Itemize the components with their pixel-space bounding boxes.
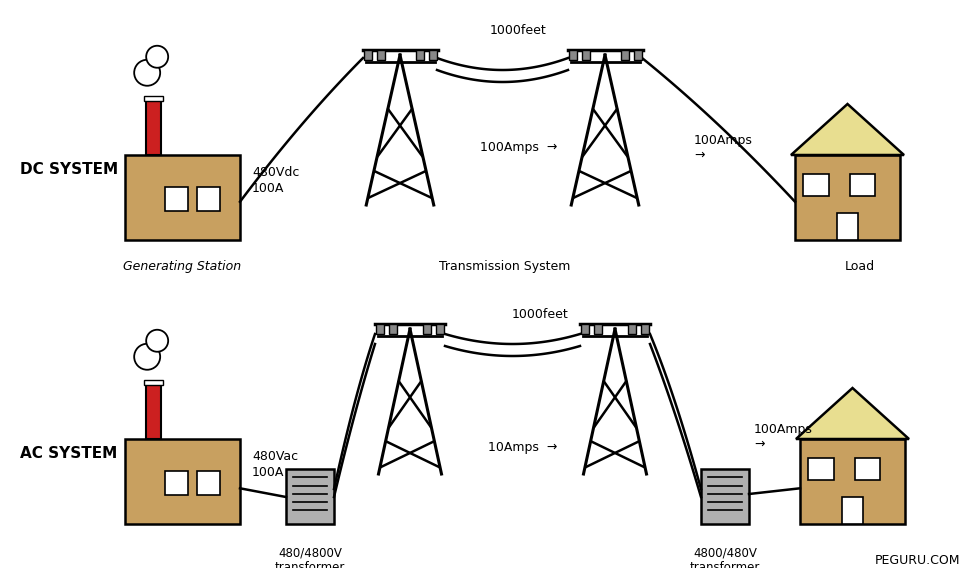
FancyBboxPatch shape xyxy=(125,439,240,524)
FancyBboxPatch shape xyxy=(423,324,431,334)
Text: Generating Station: Generating Station xyxy=(123,260,242,273)
Text: 480Vdc
100A: 480Vdc 100A xyxy=(252,166,300,194)
FancyBboxPatch shape xyxy=(363,50,372,60)
Text: PEGURU.COM: PEGURU.COM xyxy=(875,554,960,567)
FancyBboxPatch shape xyxy=(837,213,858,240)
Polygon shape xyxy=(796,388,909,439)
FancyBboxPatch shape xyxy=(800,439,905,524)
Text: 10Amps  →: 10Amps → xyxy=(488,441,557,453)
Text: AC SYSTEM: AC SYSTEM xyxy=(20,446,117,461)
FancyBboxPatch shape xyxy=(197,471,221,495)
FancyBboxPatch shape xyxy=(145,100,161,155)
Text: 4800/480V
transformer: 4800/480V transformer xyxy=(690,546,760,568)
FancyBboxPatch shape xyxy=(795,155,900,240)
FancyBboxPatch shape xyxy=(803,174,829,196)
FancyBboxPatch shape xyxy=(849,174,874,196)
Text: DC SYSTEM: DC SYSTEM xyxy=(20,162,118,177)
FancyBboxPatch shape xyxy=(842,497,863,524)
FancyBboxPatch shape xyxy=(633,50,641,60)
FancyBboxPatch shape xyxy=(428,50,436,60)
FancyBboxPatch shape xyxy=(621,50,629,60)
FancyBboxPatch shape xyxy=(143,96,163,101)
FancyBboxPatch shape xyxy=(581,324,589,334)
FancyBboxPatch shape xyxy=(143,380,163,385)
Circle shape xyxy=(146,330,168,352)
FancyBboxPatch shape xyxy=(377,50,385,60)
Text: 100Amps  →: 100Amps → xyxy=(480,141,557,154)
Circle shape xyxy=(146,46,168,68)
FancyBboxPatch shape xyxy=(389,324,397,334)
Circle shape xyxy=(134,60,160,86)
FancyBboxPatch shape xyxy=(855,458,879,480)
Polygon shape xyxy=(791,104,904,155)
FancyBboxPatch shape xyxy=(808,458,834,480)
FancyBboxPatch shape xyxy=(376,324,384,334)
FancyBboxPatch shape xyxy=(165,471,188,495)
Text: Load: Load xyxy=(845,260,875,273)
Text: Transmission System: Transmission System xyxy=(439,260,571,273)
Text: 100Amps
→: 100Amps → xyxy=(754,423,813,451)
FancyBboxPatch shape xyxy=(701,469,749,524)
Circle shape xyxy=(134,344,160,370)
Text: 1000feet: 1000feet xyxy=(512,307,569,320)
FancyBboxPatch shape xyxy=(145,384,161,439)
FancyBboxPatch shape xyxy=(641,324,649,334)
FancyBboxPatch shape xyxy=(197,187,221,211)
FancyBboxPatch shape xyxy=(286,469,334,524)
Text: 480Vac
100A: 480Vac 100A xyxy=(252,450,298,478)
FancyBboxPatch shape xyxy=(594,324,602,334)
FancyBboxPatch shape xyxy=(165,187,188,211)
Text: 1000feet: 1000feet xyxy=(490,23,547,36)
FancyBboxPatch shape xyxy=(125,155,240,240)
FancyBboxPatch shape xyxy=(568,50,577,60)
FancyBboxPatch shape xyxy=(582,50,590,60)
Text: 480/4800V
transformer: 480/4800V transformer xyxy=(275,546,346,568)
FancyBboxPatch shape xyxy=(416,50,424,60)
FancyBboxPatch shape xyxy=(628,324,636,334)
FancyBboxPatch shape xyxy=(436,324,444,334)
Text: 100Amps
→: 100Amps → xyxy=(694,134,752,162)
